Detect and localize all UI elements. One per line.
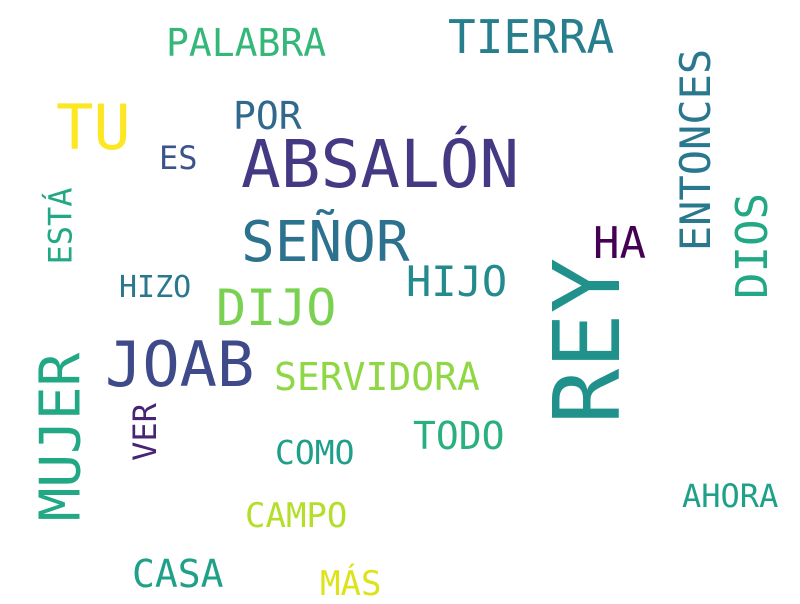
word-todo: TODO — [413, 414, 505, 458]
word-por: POR — [233, 94, 302, 138]
word-dios: DIOS — [726, 193, 778, 299]
word-entonces: ENTONCES — [671, 48, 721, 252]
word-casa: CASA — [132, 552, 224, 596]
word-ver: VER — [125, 403, 164, 461]
word-hijo: HIJO — [406, 257, 508, 306]
word-hizo: HIZO — [119, 270, 192, 305]
word-tierra: TIERRA — [448, 10, 615, 64]
word-campo: CAMPO — [245, 496, 348, 536]
word-dijo: DIJO — [216, 279, 337, 337]
word-ha: HA — [593, 218, 646, 269]
word-servidora: SERVIDORA — [274, 355, 480, 399]
word-joab: JOAB — [105, 328, 255, 401]
word-como: COMO — [275, 433, 355, 472]
word-esta: ESTÁ — [41, 187, 80, 265]
word-palabra: PALABRA — [166, 21, 327, 65]
word-ahora: AHORA — [682, 477, 779, 515]
word-tu: TU — [56, 91, 131, 164]
word-rey: REY — [534, 257, 642, 425]
word-mas: MÁS — [320, 564, 382, 604]
word-senor: SEÑOR — [241, 210, 410, 275]
word-es: ES — [159, 139, 198, 177]
word-absalon: ABSALÓN — [241, 126, 520, 203]
word-mujer: MUJER — [28, 352, 94, 522]
